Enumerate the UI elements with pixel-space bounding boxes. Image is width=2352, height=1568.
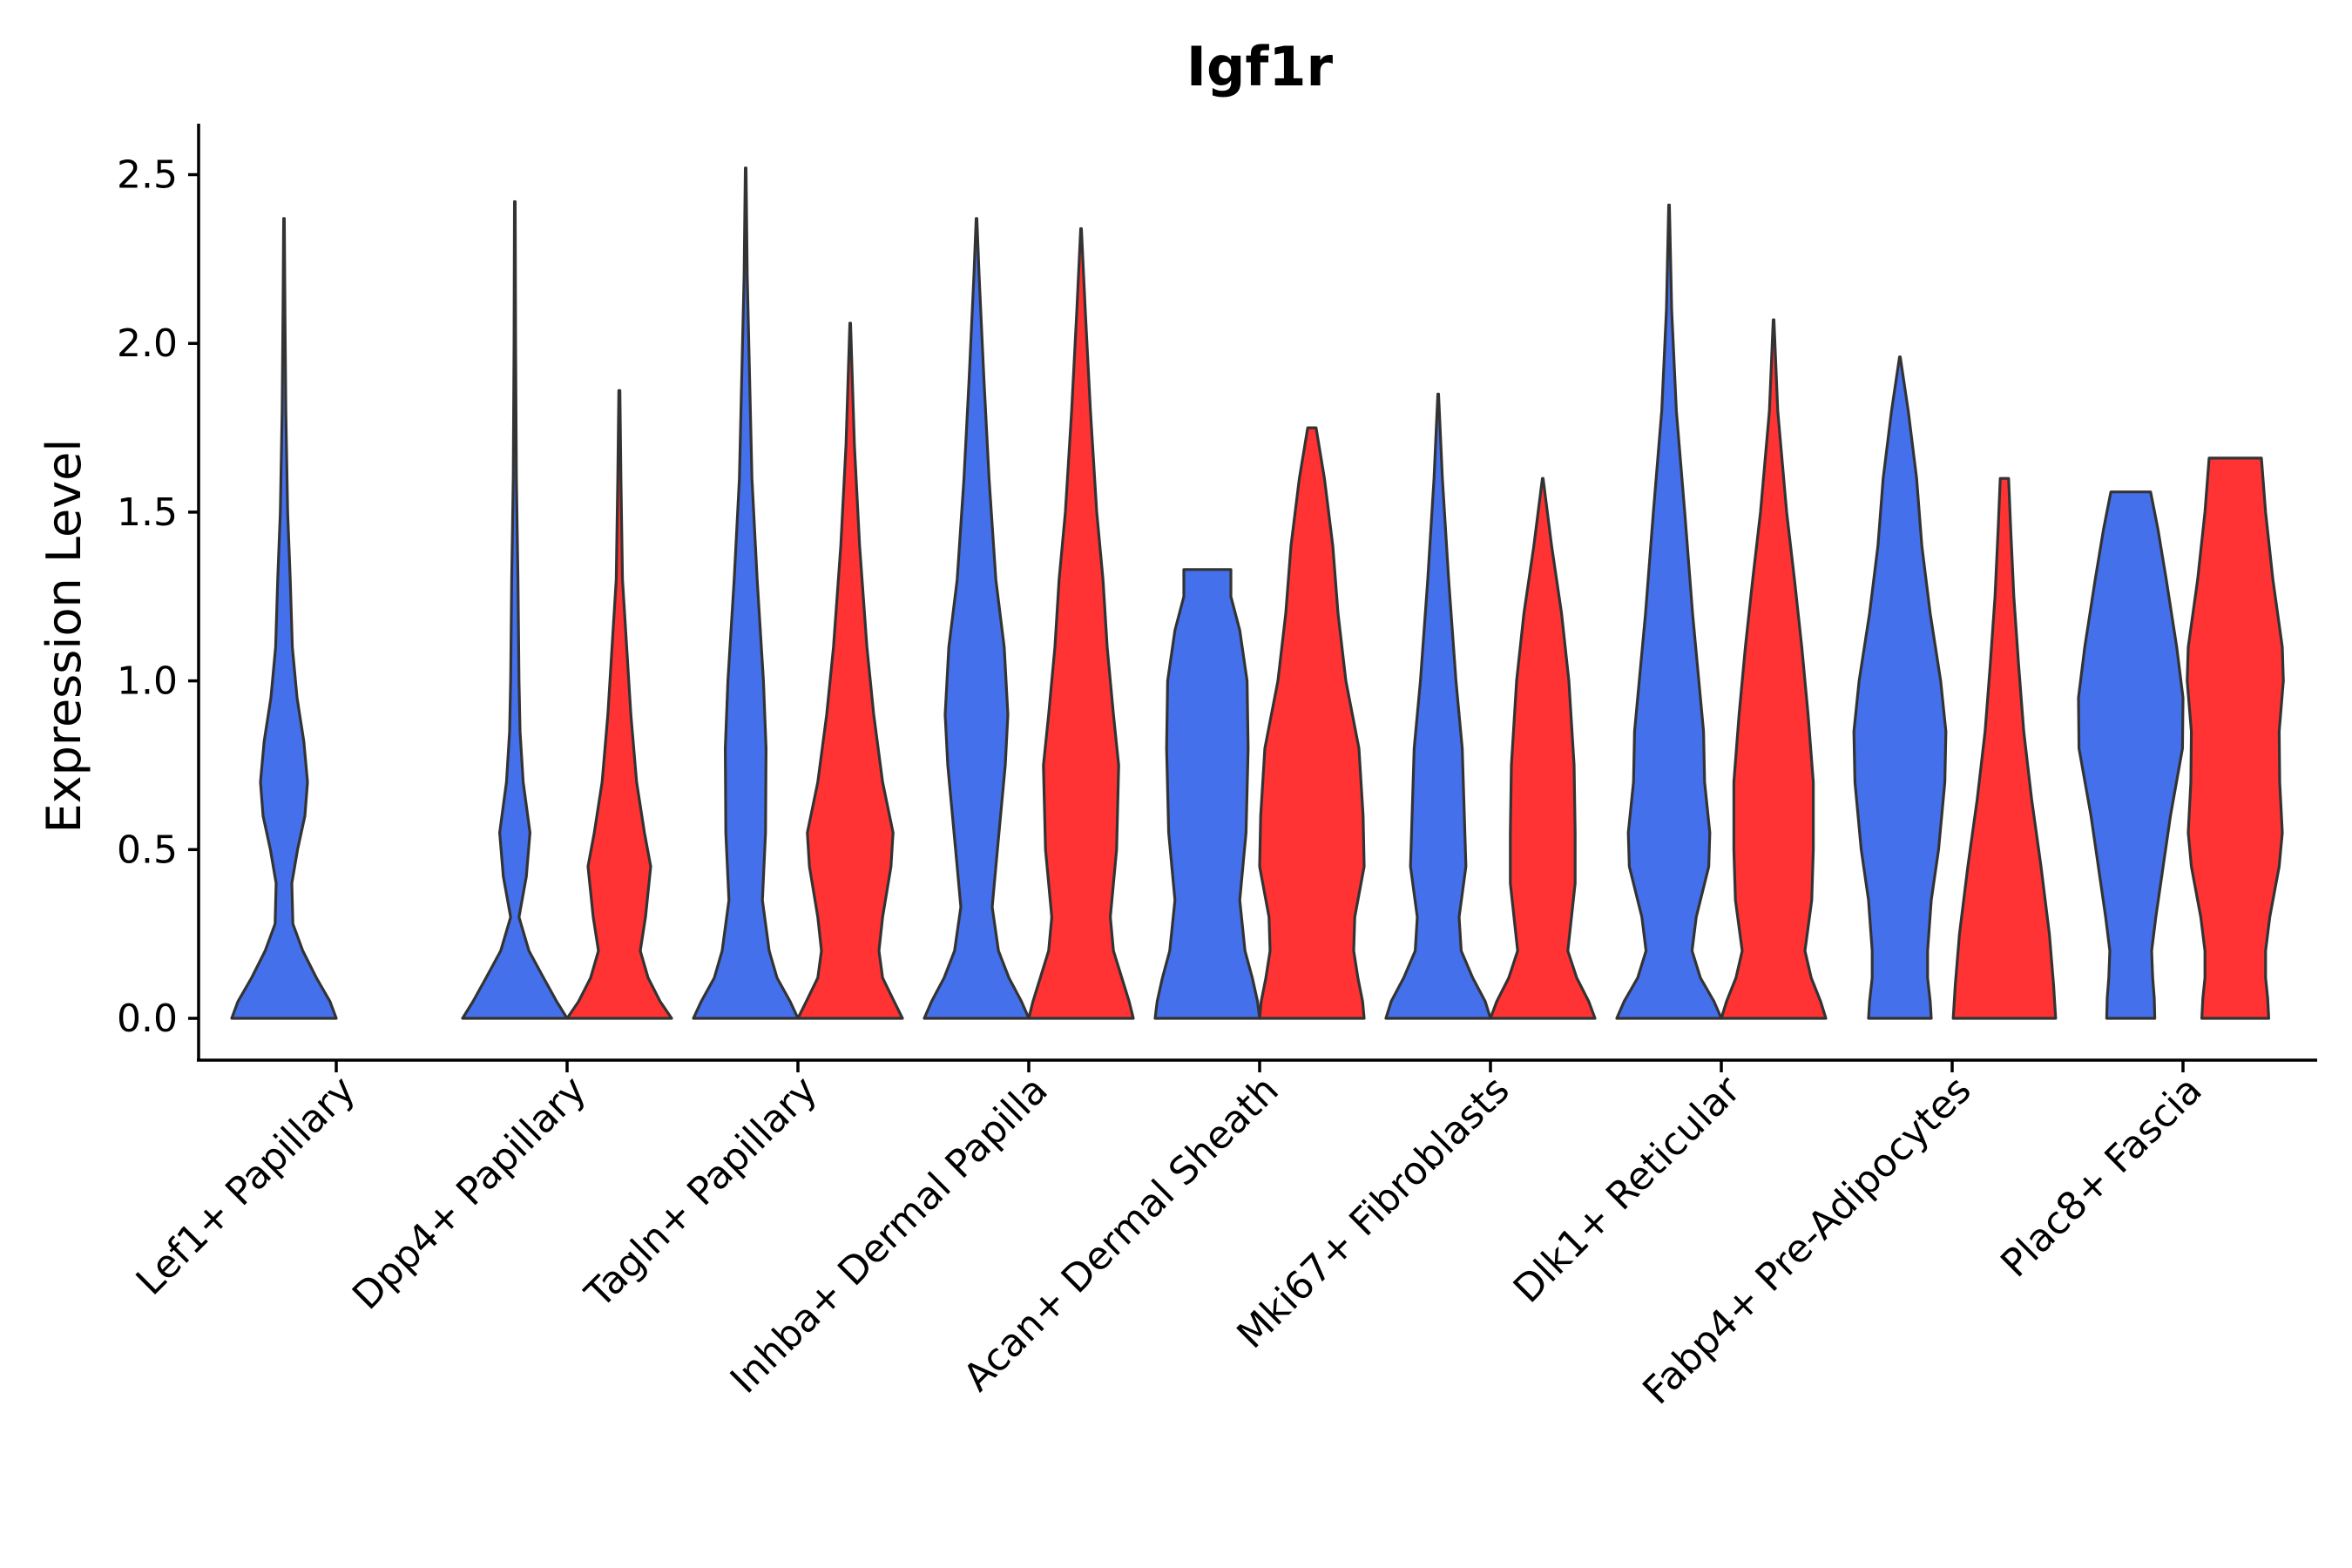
y-axis-label: Expression Level: [37, 439, 91, 834]
y-ticks-group: 0.0 0.5 1.0 1.5 2.0 2.5: [117, 153, 199, 1041]
violin-tagln-papillary-red: [796, 321, 904, 1020]
x-tick-label-dlk1-reticular: Dlk1+ Reticular: [1505, 1067, 1750, 1312]
violin-dlk1-reticular-blue: [1615, 203, 1723, 1020]
y-tick-label: 0.0: [117, 997, 178, 1041]
violin-dpp4-papillary-blue: [461, 199, 569, 1020]
chart-title: Igf1r: [1186, 35, 1334, 98]
violin-fabp4-pre-adipocytes-blue: [1852, 355, 1948, 1020]
violin-acan-dermal-sheath-red: [1258, 426, 1366, 1020]
y-tick-label: 1.5: [117, 490, 178, 535]
x-tick-label-tagln-papillary: Tagln+ Papillary: [577, 1068, 826, 1317]
violin-acan-dermal-sheath-blue: [1153, 568, 1261, 1020]
violins-group: [230, 166, 2285, 1020]
y-tick-label: 0.5: [117, 828, 178, 872]
x-tick-label-lef1-papillary: Lef1+ Papillary: [128, 1068, 364, 1304]
violin-inhba-dermal-papilla-red: [1027, 226, 1135, 1020]
violin-mki67-fibroblasts-blue: [1384, 392, 1492, 1020]
violin-dlk1-reticular-red: [1720, 318, 1828, 1020]
y-tick-label: 2.0: [117, 321, 178, 366]
violin-tagln-papillary-blue: [692, 166, 800, 1020]
violin-lef1-papillary-blue: [230, 217, 338, 1020]
x-tick-label-plac8-fascia: Plac8+ Fascia: [1992, 1068, 2211, 1287]
y-tick-label: 2.5: [117, 153, 178, 198]
violin-inhba-dermal-papilla-blue: [923, 217, 1031, 1020]
violin-mki67-fibroblasts-red: [1489, 476, 1597, 1020]
violin-dpp4-papillary-red: [565, 389, 673, 1020]
violin-fabp4-pre-adipocytes-red: [1951, 476, 2058, 1020]
violin-plac8-fascia-red: [2186, 456, 2285, 1020]
violin-plac8-fascia-blue: [2077, 490, 2185, 1020]
x-tick-label-dpp4-papillary: Dpp4+ Papillary: [344, 1068, 595, 1319]
y-tick-label: 1.0: [117, 659, 178, 704]
